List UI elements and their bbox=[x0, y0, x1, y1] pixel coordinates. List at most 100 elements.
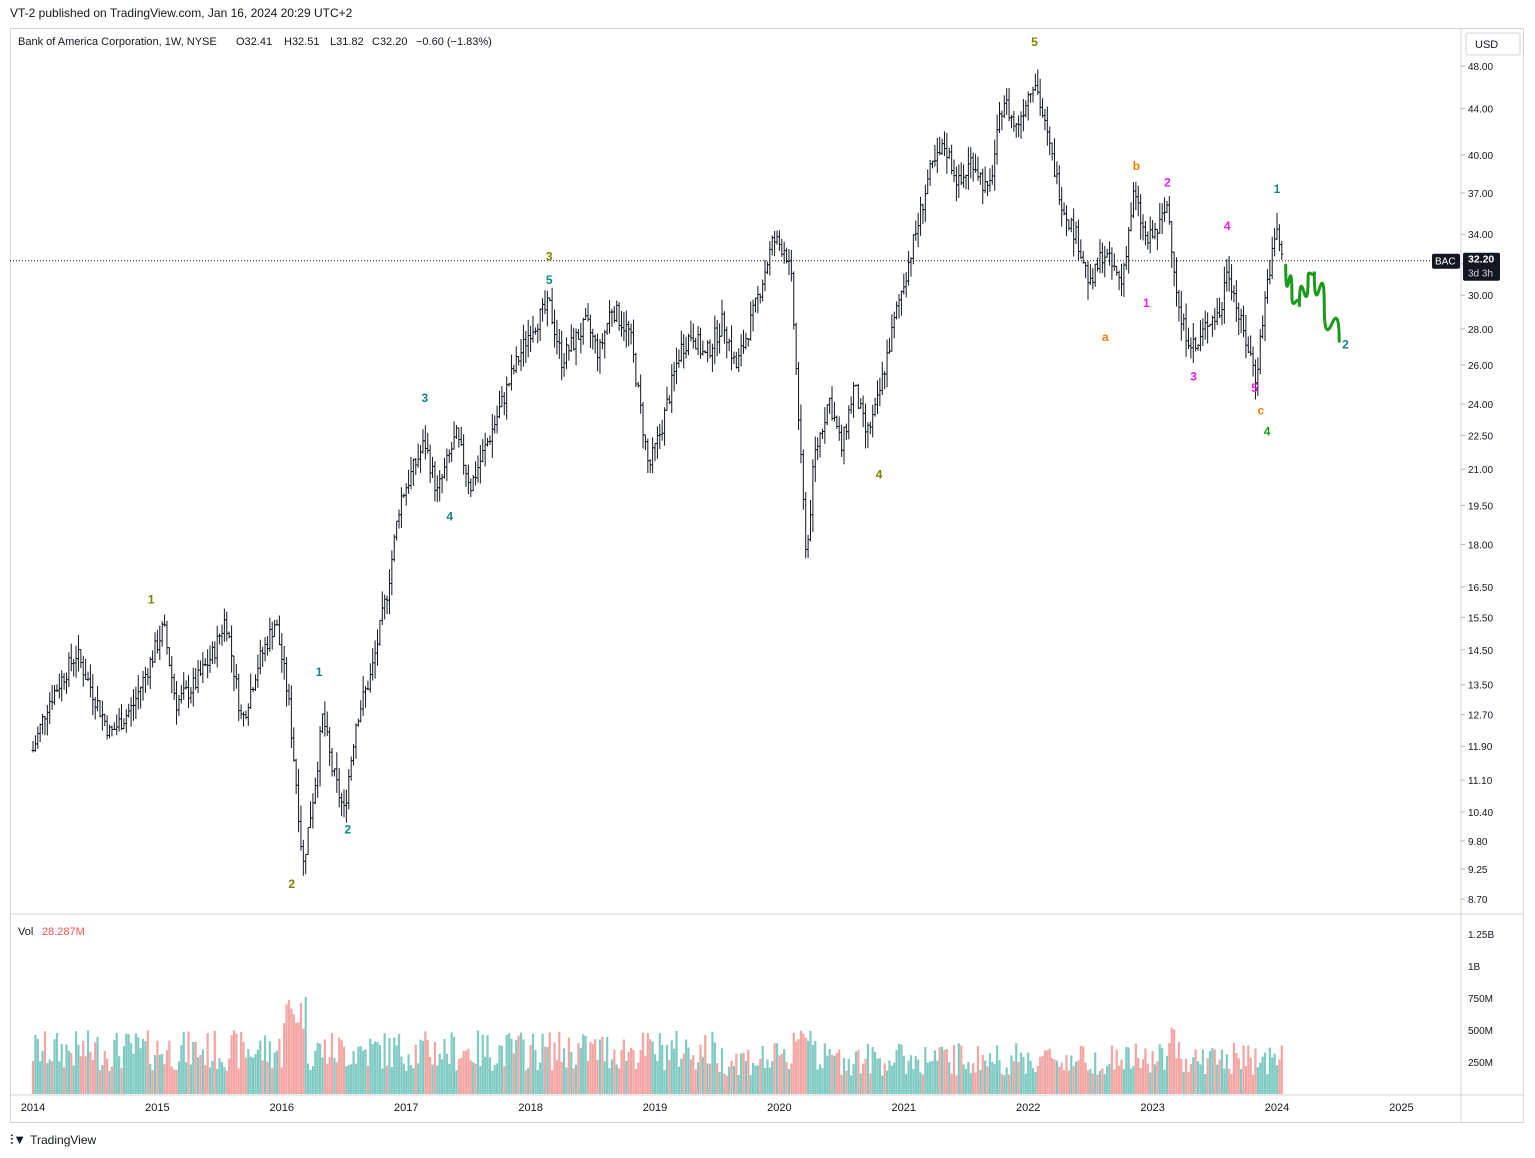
volume-bar bbox=[756, 1065, 759, 1094]
volume-bar bbox=[323, 1039, 326, 1094]
price-bar bbox=[332, 768, 336, 777]
volume-bar bbox=[895, 1050, 898, 1094]
price-bar bbox=[316, 761, 320, 798]
volume-bar bbox=[450, 1032, 453, 1094]
volume-bar bbox=[1175, 1058, 1178, 1094]
volume-bar bbox=[285, 1004, 288, 1094]
volume-bar bbox=[701, 1056, 704, 1094]
price-bar bbox=[435, 475, 439, 503]
price-bar bbox=[933, 144, 937, 167]
price-bar bbox=[696, 325, 700, 356]
price-tick-label: 28.00 bbox=[1468, 325, 1493, 336]
price-bar bbox=[706, 340, 710, 363]
volume-bar bbox=[749, 1074, 752, 1094]
price-bar bbox=[112, 722, 116, 730]
volume-bar bbox=[1268, 1047, 1271, 1094]
volume-bar bbox=[503, 1066, 506, 1094]
price-bar bbox=[545, 290, 549, 327]
volume-bar bbox=[369, 1038, 372, 1094]
price-bar bbox=[124, 709, 128, 733]
price-bar bbox=[1038, 78, 1042, 116]
volume-bar bbox=[847, 1059, 850, 1094]
price-tick-label: 24.00 bbox=[1468, 400, 1493, 411]
price-bar bbox=[823, 407, 827, 444]
volume-bar bbox=[986, 1066, 989, 1094]
price-bar bbox=[878, 377, 882, 407]
price-bar bbox=[660, 419, 664, 441]
price-bar bbox=[1074, 221, 1078, 245]
price-bar bbox=[167, 647, 171, 667]
price-bar bbox=[1203, 310, 1207, 340]
volume-bar bbox=[804, 1037, 807, 1094]
volume-bar bbox=[1146, 1063, 1149, 1094]
volume-bar bbox=[280, 1067, 283, 1094]
volume-bar bbox=[206, 1033, 209, 1094]
price-bar bbox=[801, 449, 805, 510]
price-bar bbox=[964, 174, 968, 190]
volume-bar bbox=[1189, 1064, 1192, 1094]
price-bar bbox=[419, 444, 423, 474]
volume-bar bbox=[299, 1002, 303, 1094]
volume-bar bbox=[534, 1050, 537, 1094]
price-tick-label: 18.00 bbox=[1468, 540, 1493, 551]
volume-bar bbox=[321, 1057, 324, 1094]
price-bar bbox=[1002, 95, 1006, 119]
volume-bar bbox=[493, 1064, 496, 1094]
price-bar bbox=[864, 403, 868, 449]
price-bar bbox=[277, 615, 281, 646]
price-bar bbox=[445, 448, 449, 482]
price-bar bbox=[715, 319, 719, 357]
volume-bar bbox=[1194, 1049, 1197, 1094]
volume-bar bbox=[1139, 1067, 1142, 1094]
volume-bar bbox=[1091, 1073, 1094, 1094]
volume-bar bbox=[1110, 1045, 1114, 1094]
price-tick-label: 40.00 bbox=[1468, 151, 1493, 162]
price-bar bbox=[875, 380, 879, 415]
price-bar bbox=[244, 710, 248, 720]
price-bar bbox=[1024, 100, 1028, 118]
volume-bar bbox=[598, 1039, 602, 1094]
volume-bar bbox=[634, 1068, 637, 1094]
price-bar bbox=[531, 315, 535, 343]
price-bar bbox=[486, 437, 490, 447]
price-bar bbox=[98, 700, 102, 718]
price-bar bbox=[1064, 205, 1068, 237]
volume-bar bbox=[665, 1044, 669, 1094]
volume-bar bbox=[1051, 1058, 1054, 1094]
volume-bar bbox=[603, 1061, 606, 1094]
price-bar bbox=[450, 442, 454, 462]
volume-bar bbox=[914, 1056, 917, 1094]
price-bar bbox=[763, 259, 767, 292]
price-bar bbox=[830, 386, 834, 421]
price-bar bbox=[596, 333, 600, 372]
price-bar bbox=[320, 713, 324, 734]
volume-bar bbox=[1137, 1057, 1140, 1094]
volume-bar bbox=[1273, 1053, 1276, 1094]
volume-bar bbox=[1158, 1044, 1161, 1094]
volume-bar bbox=[646, 1033, 649, 1094]
price-tick-label: 9.25 bbox=[1468, 865, 1488, 876]
volume-bar bbox=[1278, 1059, 1281, 1094]
price-bar bbox=[617, 302, 621, 331]
price-bar bbox=[615, 300, 619, 323]
price-bar bbox=[234, 663, 238, 689]
price-bar bbox=[172, 673, 176, 700]
volume-bar bbox=[651, 1041, 654, 1094]
price-bar bbox=[53, 685, 57, 705]
wave-label: 4 bbox=[1224, 219, 1231, 233]
price-bar bbox=[328, 727, 332, 767]
price-bar bbox=[959, 162, 963, 186]
volume-bar bbox=[77, 1044, 80, 1094]
time-tick-label: 2022 bbox=[1016, 1102, 1040, 1114]
price-bar bbox=[742, 329, 746, 354]
volume-bar bbox=[622, 1039, 625, 1094]
price-bar bbox=[1019, 111, 1023, 139]
price-bar bbox=[935, 137, 939, 174]
price-bar bbox=[371, 648, 375, 681]
volume-bar bbox=[1228, 1068, 1231, 1094]
volume-bar bbox=[333, 1058, 336, 1094]
volume-bar bbox=[589, 1041, 592, 1094]
price-bar bbox=[387, 569, 391, 615]
price-bar bbox=[940, 138, 944, 156]
